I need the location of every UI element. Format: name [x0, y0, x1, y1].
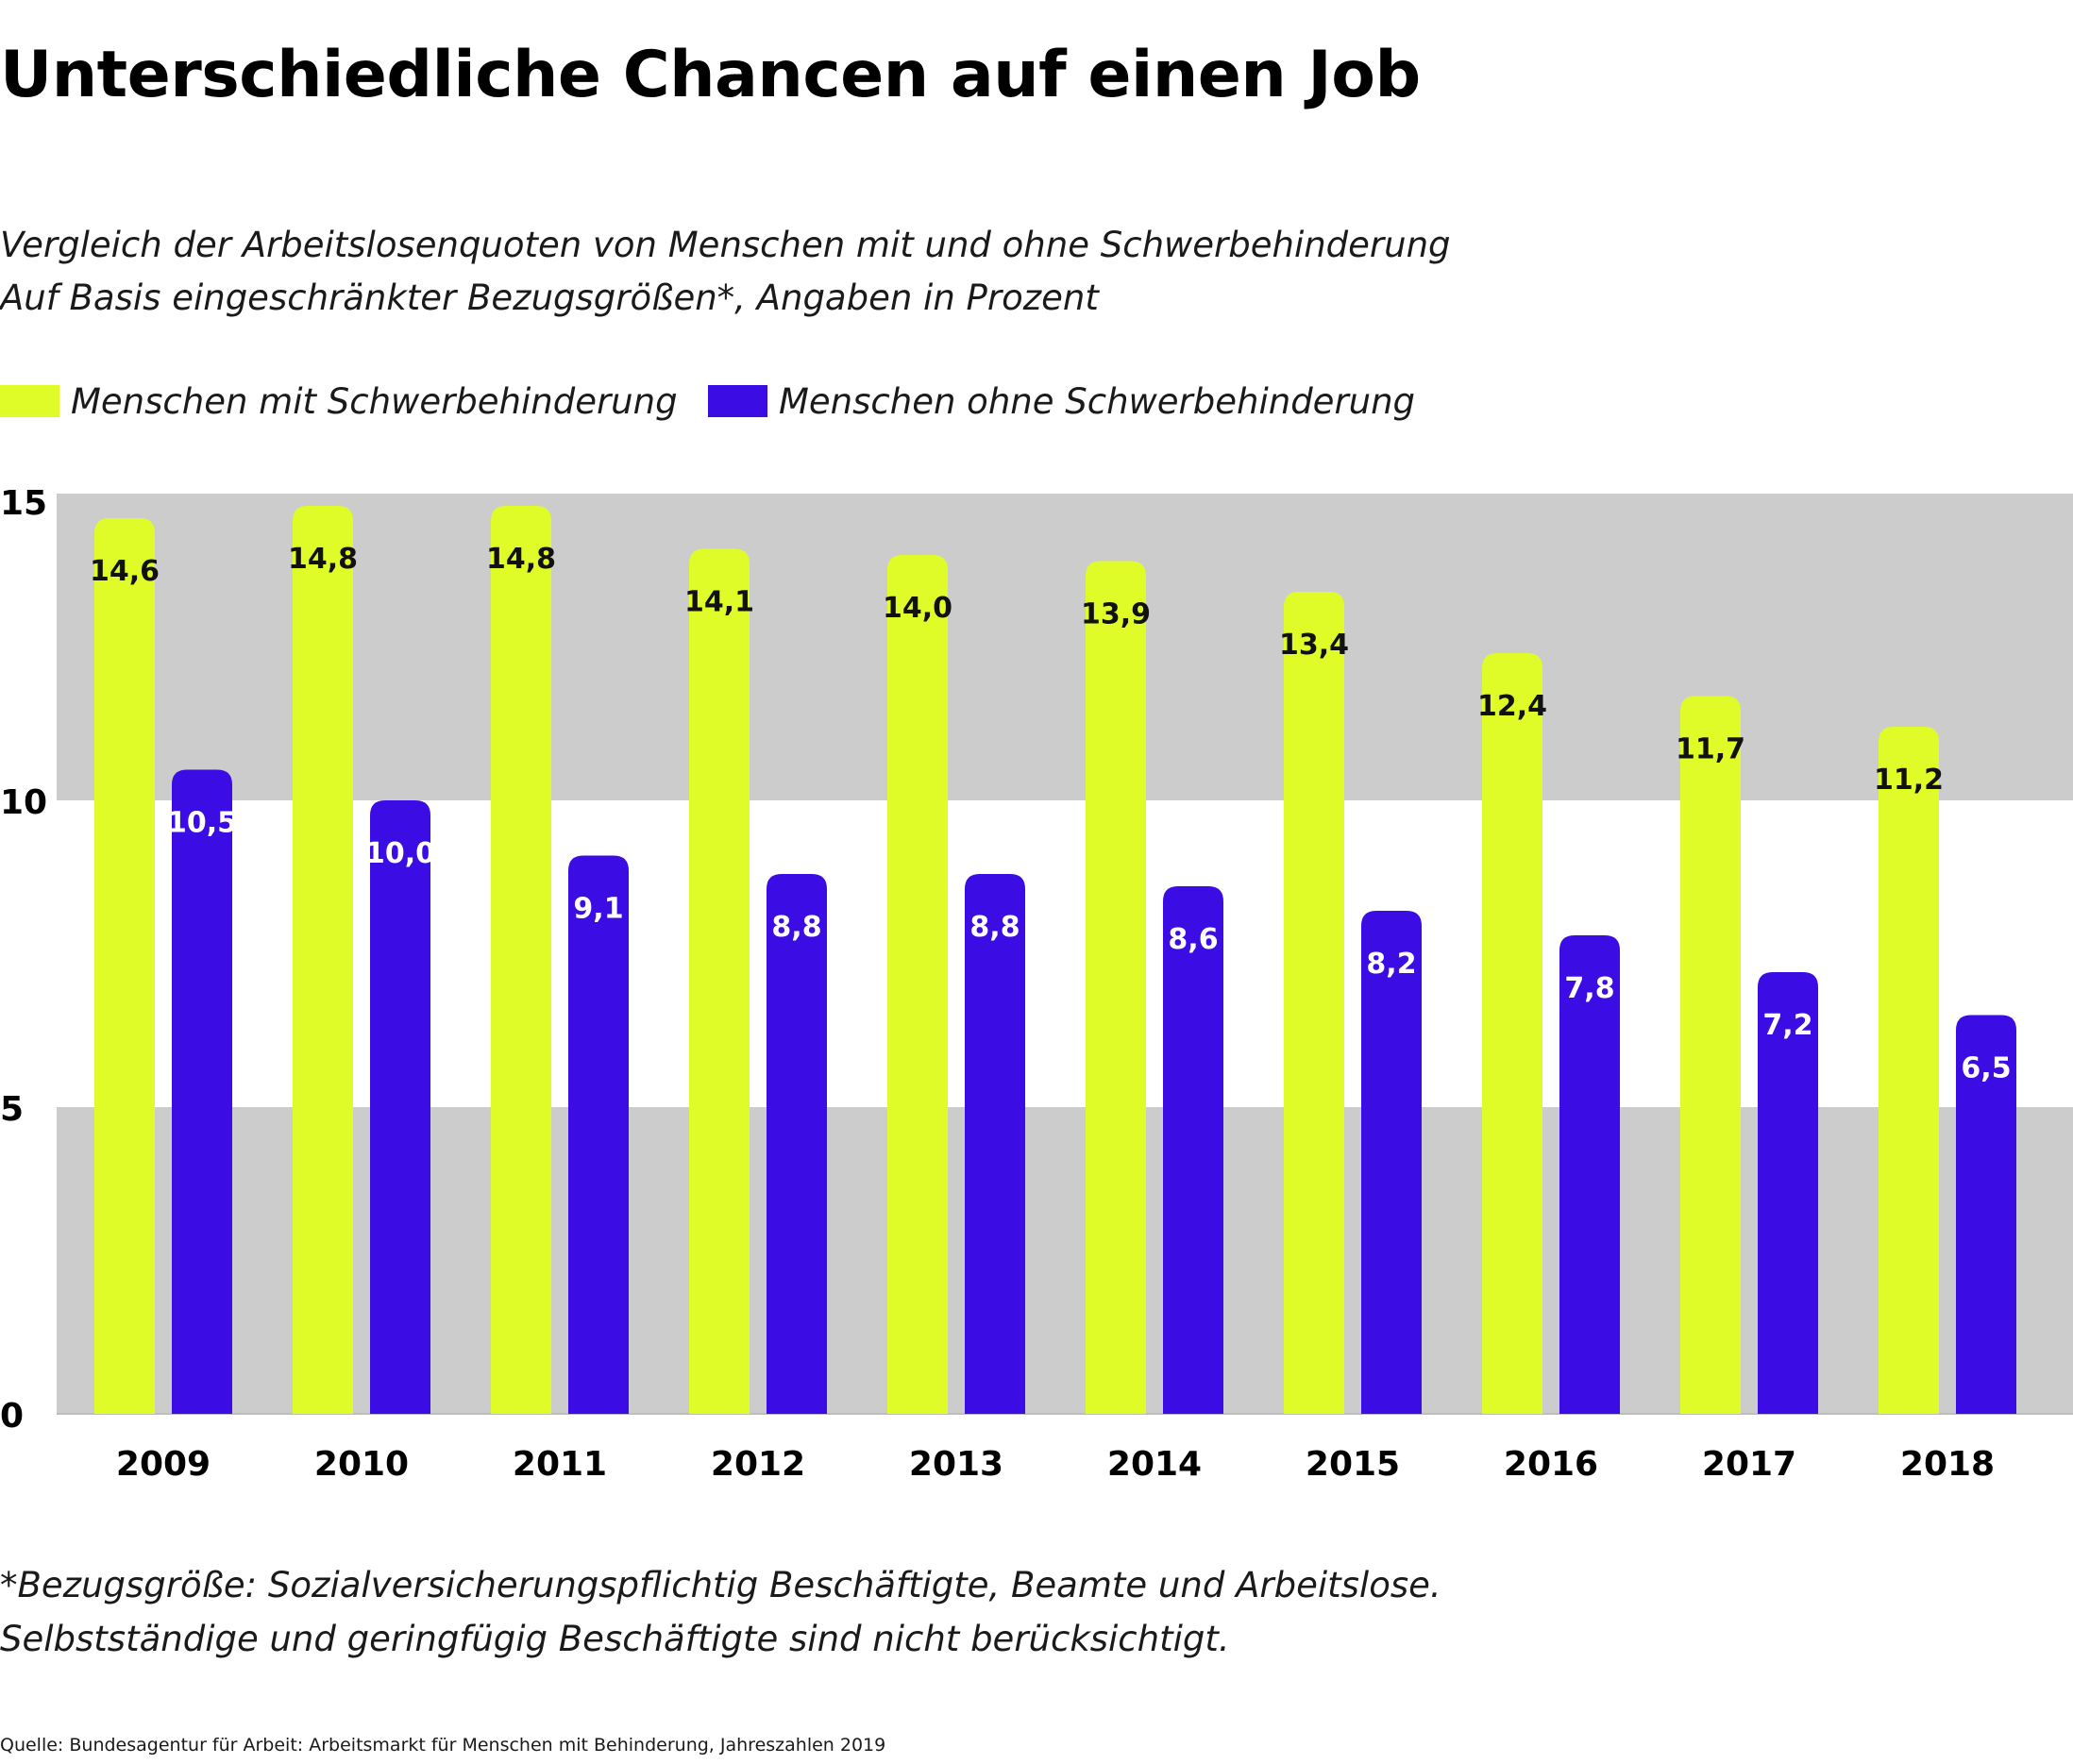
bar-mit-2011	[491, 506, 551, 1414]
bar-ohne-2010	[370, 800, 430, 1414]
y-tick-label: 10	[0, 783, 47, 822]
data-label-ohne-2015: 8,2	[1366, 948, 1416, 981]
data-label-ohne-2018: 6,5	[1961, 1052, 2011, 1085]
bar-ohne-2018	[1956, 1015, 2016, 1414]
bar-mit-2010	[293, 506, 353, 1414]
bar-ohne-2009	[172, 769, 232, 1414]
data-label-mit-2010: 14,8	[288, 543, 358, 576]
data-label-mit-2012: 14,1	[684, 586, 754, 619]
data-label-mit-2013: 14,0	[883, 592, 952, 625]
x-tick-label-2012: 2012	[711, 1445, 805, 1484]
bar-mit-2018	[1879, 727, 1939, 1414]
data-label-ohne-2010: 10,0	[365, 837, 435, 870]
bar-mit-2009	[94, 518, 155, 1414]
chart-title: Unterschiedliche Chancen auf einen Job	[0, 38, 1421, 112]
x-tick-label-2014: 2014	[1107, 1445, 1202, 1484]
data-label-mit-2017: 11,7	[1676, 733, 1745, 766]
bar-ohne-2016	[1559, 935, 1620, 1414]
data-label-mit-2016: 12,4	[1477, 690, 1547, 723]
y-tick-label: 15	[0, 484, 47, 523]
y-tick-label: 0	[0, 1397, 24, 1436]
legend-item-series-1: Menschen mit Schwerbehinderung	[0, 378, 678, 425]
x-tick-label-2016: 2016	[1504, 1445, 1598, 1484]
chart-subtitle-line-1: Vergleich der Arbeitslosenquoten von Men…	[0, 225, 1451, 265]
x-tick-label-2017: 2017	[1702, 1445, 1796, 1484]
bar-mit-2015	[1284, 592, 1344, 1414]
legend-label-series-1: Menschen mit Schwerbehinderung	[71, 380, 678, 422]
data-label-ohne-2017: 7,2	[1762, 1009, 1812, 1042]
y-tick-label: 5	[0, 1090, 24, 1129]
bar-ohne-2015	[1361, 911, 1422, 1414]
x-tick-label-2010: 2010	[314, 1445, 409, 1484]
bar-chart: 0 5 10 15 14,6 10,5 2009 14,8 10,0 2010 14,8 9,1 201…	[0, 484, 2073, 1484]
data-label-ohne-2016: 7,8	[1564, 972, 1614, 1005]
bar-mit-2014	[1086, 561, 1146, 1414]
legend-swatch-series-2	[708, 385, 767, 417]
bar-mit-2013	[887, 555, 948, 1414]
bar-ohne-2017	[1758, 972, 1818, 1414]
data-label-mit-2015: 13,4	[1279, 629, 1349, 662]
data-label-mit-2009: 14,6	[90, 555, 160, 588]
footnote-line-1: *Bezugsgröße: Sozialversicherungspflicht…	[0, 1565, 1441, 1605]
bar-mit-2016	[1482, 653, 1542, 1414]
data-label-ohne-2013: 8,8	[969, 911, 1020, 944]
data-label-ohne-2012: 8,8	[771, 911, 821, 944]
legend-swatch-series-1	[0, 385, 59, 417]
data-label-ohne-2009: 10,5	[167, 807, 237, 840]
data-label-ohne-2014: 8,6	[1168, 923, 1218, 956]
data-label-mit-2018: 11,2	[1874, 764, 1944, 797]
source-note: Quelle: Bundesagentur für Arbeit: Arbeit…	[0, 1735, 886, 1756]
bar-ohne-2014	[1163, 886, 1223, 1414]
chart-subtitle-line-2: Auf Basis eingeschränkter Bezugsgrößen*,…	[0, 277, 1099, 318]
bar-ohne-2011	[568, 855, 629, 1414]
background-band-2	[57, 494, 2073, 800]
x-tick-label-2011: 2011	[513, 1445, 607, 1484]
x-tick-label-2009: 2009	[116, 1445, 211, 1484]
data-label-mit-2011: 14,8	[486, 543, 556, 576]
data-label-ohne-2011: 9,1	[573, 893, 623, 926]
legend-label-series-2: Menschen ohne Schwerbehinderung	[779, 380, 1416, 422]
bar-ohne-2012	[767, 874, 827, 1414]
bar-mit-2017	[1680, 696, 1741, 1414]
legend-item-series-2: Menschen ohne Schwerbehinderung	[708, 378, 1415, 425]
bar-mit-2012	[689, 548, 750, 1414]
data-label-mit-2014: 13,9	[1081, 598, 1151, 631]
bar-ohne-2013	[965, 874, 1025, 1414]
x-tick-label-2015: 2015	[1306, 1445, 1400, 1484]
footnote-line-2: Selbstständige und geringfügig Beschäfti…	[0, 1619, 1230, 1659]
x-tick-label-2018: 2018	[1900, 1445, 1995, 1484]
x-tick-label-2013: 2013	[909, 1445, 1003, 1484]
